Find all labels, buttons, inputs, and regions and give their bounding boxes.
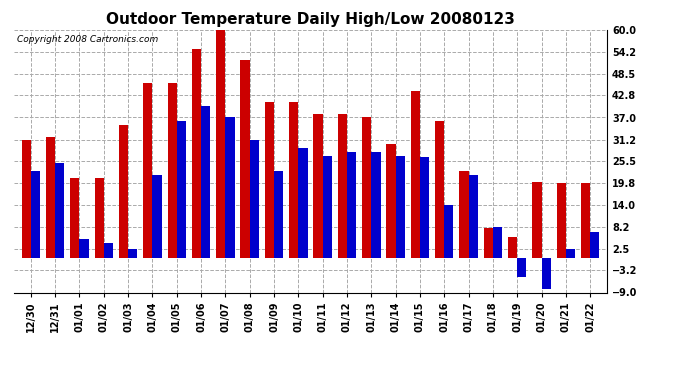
Bar [435, 121, 444, 258]
Bar [177, 121, 186, 258]
Bar [566, 249, 575, 258]
Bar [484, 228, 493, 258]
Bar [411, 91, 420, 258]
Bar [420, 158, 429, 258]
Bar [347, 152, 356, 258]
Bar [128, 249, 137, 258]
Bar [289, 102, 298, 258]
Bar [371, 152, 381, 258]
Bar [532, 182, 542, 258]
Bar [460, 171, 469, 258]
Bar [493, 227, 502, 258]
Bar [444, 205, 453, 258]
Bar [581, 183, 590, 258]
Bar [508, 237, 518, 258]
Bar [557, 183, 566, 258]
Bar [298, 148, 308, 258]
Bar [226, 117, 235, 258]
Bar [240, 60, 250, 258]
Bar [323, 156, 332, 258]
Bar [119, 125, 128, 258]
Bar [362, 117, 371, 258]
Bar [250, 140, 259, 258]
Text: Copyright 2008 Cartronics.com: Copyright 2008 Cartronics.com [17, 35, 158, 44]
Bar [55, 163, 64, 258]
Bar [79, 239, 89, 258]
Bar [192, 49, 201, 258]
Bar [201, 106, 210, 258]
Bar [31, 171, 40, 258]
Bar [21, 140, 31, 258]
Bar [216, 30, 226, 258]
Bar [144, 83, 152, 258]
Title: Outdoor Temperature Daily High/Low 20080123: Outdoor Temperature Daily High/Low 20080… [106, 12, 515, 27]
Bar [518, 258, 526, 277]
Bar [542, 258, 551, 289]
Bar [95, 178, 103, 258]
Bar [104, 243, 113, 258]
Bar [274, 171, 284, 258]
Bar [469, 175, 477, 258]
Bar [152, 175, 161, 258]
Bar [337, 114, 347, 258]
Bar [395, 156, 405, 258]
Bar [168, 83, 177, 258]
Bar [46, 136, 55, 258]
Bar [386, 144, 395, 258]
Bar [70, 178, 79, 258]
Bar [265, 102, 274, 258]
Bar [590, 232, 600, 258]
Bar [313, 114, 323, 258]
